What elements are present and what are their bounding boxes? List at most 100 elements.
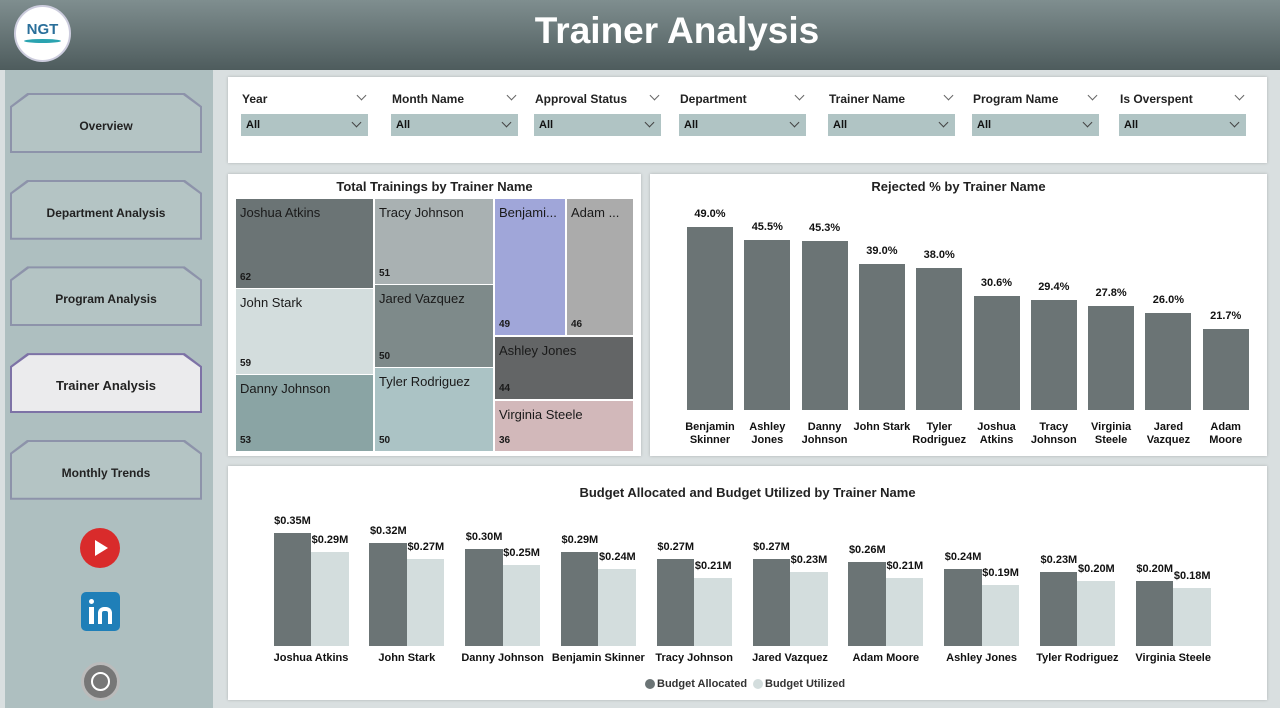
filter-dropdown[interactable]: All (241, 114, 368, 136)
filter-dropdown[interactable]: All (972, 114, 1099, 136)
value-label: $0.25M (503, 547, 540, 560)
tile-value: 44 (499, 383, 511, 394)
chevron (351, 117, 362, 128)
bar (1202, 328, 1249, 410)
tile-label: Ashley Jones (499, 343, 577, 358)
treemap-tile: Jared Vazquez 50 (375, 285, 493, 367)
x-tick-label: Joshua Atkins (273, 652, 349, 664)
nav-face (12, 441, 200, 498)
value-label: $0.32M (369, 524, 407, 537)
bar (944, 568, 982, 646)
bar (1088, 306, 1135, 410)
value-label: $0.30M (465, 531, 503, 544)
value-label: $0.20M (1136, 563, 1174, 576)
nav-label: Program Analysis (55, 292, 157, 307)
bar (598, 568, 636, 646)
filter-label: Program Name (973, 92, 1059, 106)
value-label: 45.3% (808, 221, 841, 234)
value-label: $0.29M (561, 534, 599, 547)
x-tick-label: Joshua Atkins (977, 421, 1016, 446)
filter-label: Month Name (392, 92, 464, 106)
nav-button[interactable]: Monthly Trends (10, 439, 202, 500)
treemap-tile: Virginia Steele 36 (495, 401, 633, 451)
web-icon[interactable] (81, 662, 120, 701)
logo: NGT (14, 5, 71, 62)
bar (656, 558, 695, 646)
tile-value: 50 (379, 351, 391, 362)
x-tick-label: Ashley Jones (946, 652, 1018, 664)
chart-title: Rejected % by Trainer Name (871, 179, 1046, 194)
bar (502, 565, 541, 646)
filter-label: Approval Status (535, 92, 628, 106)
bar (311, 552, 349, 646)
filter-value: All (684, 119, 699, 131)
nav-button[interactable]: Program Analysis (10, 266, 202, 327)
treemap-tile: Danny Johnson 53 (236, 375, 373, 451)
treemap-tile: Tyler Rodriguez 50 (375, 368, 493, 451)
tile-value: 49 (499, 319, 511, 330)
bar (973, 295, 1020, 410)
x-tick-label: Ashley Jones (749, 421, 786, 446)
bar (406, 558, 445, 646)
nav-button[interactable]: Department Analysis (10, 179, 202, 240)
bar (801, 240, 848, 410)
bar (1135, 581, 1174, 646)
tile-label: Jared Vazquez (379, 291, 465, 306)
nav-button[interactable]: Trainer Analysis (10, 353, 202, 414)
bar (981, 584, 1020, 646)
x-tick-label: Tyler Rodriguez (912, 421, 967, 446)
filter-value: All (246, 119, 261, 131)
value-label: $0.26M (848, 544, 886, 557)
value-label: $0.20M (1078, 563, 1115, 576)
value-label: $0.19M (982, 566, 1019, 579)
tile-value: 46 (571, 319, 583, 330)
nav-face (12, 355, 200, 412)
x-tick-label: John Stark (853, 421, 911, 433)
bar (1030, 300, 1077, 410)
chevron (938, 117, 949, 128)
x-tick-label: Tracy Johnson (655, 652, 733, 664)
filter-dropdown[interactable]: All (828, 114, 955, 136)
x-tick-label: Jared Vazquez (752, 652, 828, 664)
value-label: 21.7% (1210, 309, 1242, 322)
legend-swatch (753, 679, 763, 689)
x-tick-label: Benjamin Skinner (685, 421, 735, 446)
treemap-tile: Adam ... 46 (567, 199, 633, 335)
treemap-tile: Benjami... 49 (495, 199, 565, 335)
x-tick-label: Adam Moore (1209, 421, 1243, 446)
x-tick-label: Tyler Rodriguez (1036, 652, 1119, 664)
filter-value: All (977, 119, 992, 131)
nav-label: Trainer Analysis (56, 378, 156, 394)
chevron (1082, 117, 1093, 128)
legend-swatch (645, 679, 655, 689)
value-label: $0.23M (790, 553, 828, 566)
legend-label: Budget Utilized (765, 678, 846, 690)
tile-label: Virginia Steele (499, 407, 583, 422)
filter-dropdown[interactable]: All (679, 114, 806, 136)
chevron (789, 117, 800, 128)
x-tick-label: Adam Moore (852, 652, 920, 664)
logo-text: NGT (26, 21, 59, 38)
filter-dropdown[interactable]: All (534, 114, 661, 136)
youtube-icon[interactable] (80, 528, 120, 568)
bar (1173, 587, 1211, 646)
bar (1145, 312, 1192, 410)
tile-value: 62 (240, 272, 252, 283)
nav-button[interactable]: Overview (10, 93, 202, 153)
tile-value: 36 (499, 435, 511, 446)
nav-label: Monthly Trends (61, 465, 151, 480)
legend-label: Budget Allocated (657, 678, 748, 690)
bar (752, 558, 790, 646)
filter-label: Trainer Name (829, 92, 906, 106)
bar (885, 578, 924, 646)
tile-label: Tyler Rodriguez (379, 374, 471, 389)
filter-label: Year (242, 92, 268, 106)
bar (790, 571, 828, 646)
linkedin-icon[interactable] (81, 592, 120, 631)
bar (694, 578, 732, 646)
linkedin-glyph (89, 599, 94, 604)
x-tick-label: Virginia Steele (1091, 421, 1132, 446)
filter-dropdown[interactable]: All (391, 114, 518, 136)
filter-dropdown[interactable]: All (1119, 114, 1246, 136)
value-label: $0.21M (886, 560, 924, 573)
